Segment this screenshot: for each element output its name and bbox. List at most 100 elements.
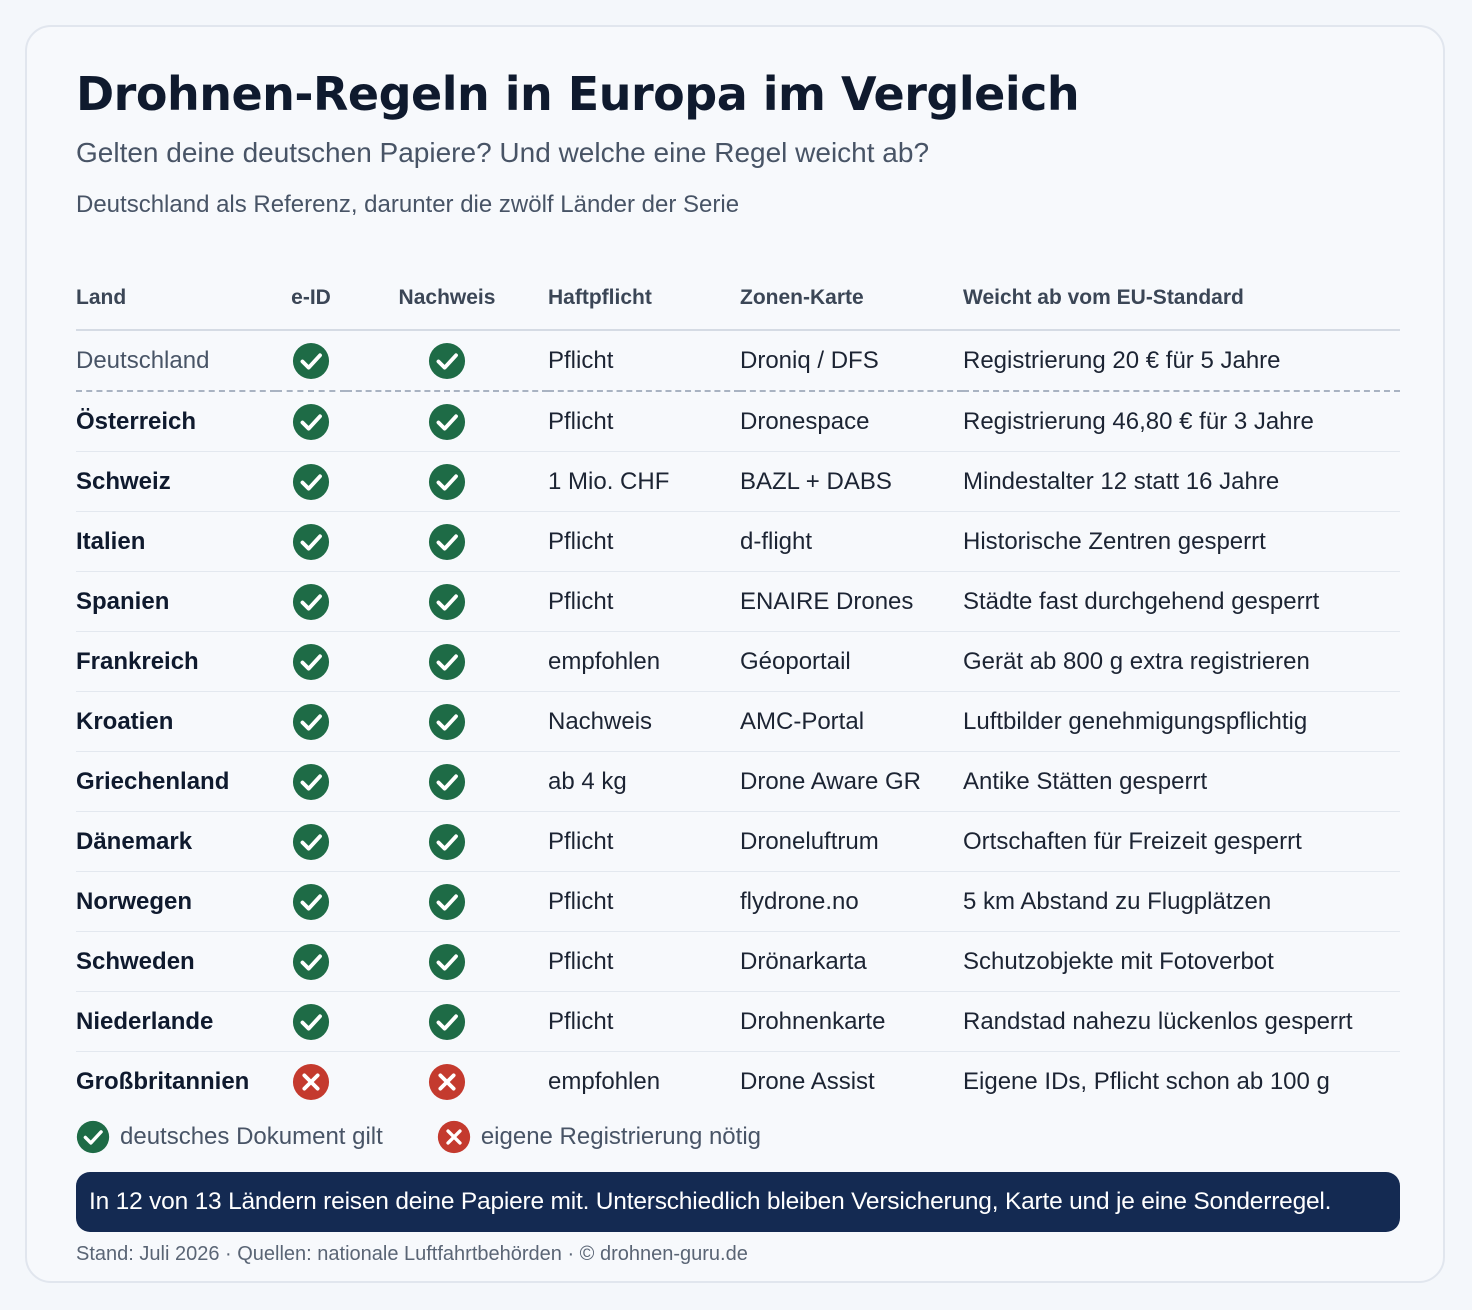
cell-eid — [276, 751, 346, 812]
cell-nachweis — [346, 871, 548, 932]
column-header-haftpflicht: Haftpflicht — [548, 273, 740, 331]
cell-nachweis — [346, 571, 548, 632]
cell-country: Dänemark — [76, 811, 276, 872]
cell-country: Österreich — [76, 391, 276, 452]
check-circle-icon — [428, 523, 466, 561]
cell-abweichung: Gerät ab 800 g extra registrieren — [963, 631, 1400, 692]
check-circle-icon — [428, 943, 466, 981]
cell-haftpflicht: Pflicht — [548, 391, 740, 452]
cell-eid — [276, 511, 346, 572]
cell-haftpflicht: Nachweis — [548, 691, 740, 752]
cell-zonen-karte: ENAIRE Drones — [740, 571, 963, 632]
column-header-land: Land — [76, 273, 276, 331]
table-body: Deutschland Pflicht Droniq / DFS Registrier… — [76, 330, 1400, 1111]
cell-zonen-karte: Drohnenkarte — [740, 991, 963, 1052]
cell-eid — [276, 451, 346, 512]
check-circle-icon — [292, 1003, 330, 1041]
cell-abweichung: Mindestalter 12 statt 16 Jahre — [963, 451, 1400, 512]
cell-nachweis — [346, 451, 548, 512]
cell-country: Spanien — [76, 571, 276, 632]
cell-eid — [276, 871, 346, 932]
table-row: Schweden Pflicht Drönarkarta Schutzobjekte … — [76, 931, 1400, 992]
cell-zonen-karte: flydrone.no — [740, 871, 963, 932]
cell-haftpflicht: Pflicht — [548, 811, 740, 872]
cell-haftpflicht: Pflicht — [548, 991, 740, 1052]
cell-zonen-karte: AMC-Portal — [740, 691, 963, 752]
legend-item-invalid: eigene Registrierung nötig — [437, 1120, 761, 1154]
cell-zonen-karte: Géoportail — [740, 631, 963, 692]
legend: deutsches Dokument gilt eigene Registrie… — [76, 1120, 815, 1154]
cell-haftpflicht: ab 4 kg — [548, 751, 740, 812]
cell-country: Schweden — [76, 931, 276, 992]
legend-label-valid: deutsches Dokument gilt — [120, 1123, 383, 1150]
cell-eid — [276, 1052, 346, 1112]
cell-eid — [276, 811, 346, 872]
cell-nachweis — [346, 391, 548, 452]
cell-nachweis — [346, 691, 548, 752]
table-row: Italien Pflicht d-flight Historische Zentre… — [76, 511, 1400, 572]
cell-abweichung: Registrierung 20 € für 5 Jahre — [963, 330, 1400, 392]
table-row: Kroatien Nachweis AMC-Portal Luftbilder gen… — [76, 691, 1400, 752]
cell-nachweis — [346, 330, 548, 392]
table-row: Österreich Pflicht Dronespace Registrierung… — [76, 391, 1400, 452]
cell-abweichung: Städte fast durchgehend gesperrt — [963, 571, 1400, 632]
cell-eid — [276, 330, 346, 392]
cell-abweichung: Luftbilder genehmigungspflichtig — [963, 691, 1400, 752]
check-circle-icon — [292, 823, 330, 861]
table-row: Dänemark Pflicht Droneluftrum Ortschaften f… — [76, 811, 1400, 872]
source-footer: Stand: Juli 2026 · Quellen: nationale Lu… — [76, 1243, 748, 1265]
check-circle-icon — [292, 763, 330, 801]
cell-abweichung: Schutzobjekte mit Fotoverbot — [963, 931, 1400, 992]
table-row: Großbritannien empfohlen Drone Assist Eigen… — [76, 1052, 1400, 1112]
cell-eid — [276, 691, 346, 752]
cross-circle-icon — [428, 1063, 466, 1101]
page-subtitle: Gelten deine deutschen Papiere? Und welc… — [76, 137, 930, 168]
cell-abweichung: Historische Zentren gesperrt — [963, 511, 1400, 572]
check-circle-icon — [428, 403, 466, 441]
cross-circle-icon — [292, 1063, 330, 1101]
cell-nachweis — [346, 511, 548, 572]
check-circle-icon — [292, 643, 330, 681]
cell-eid — [276, 991, 346, 1052]
cell-abweichung: Eigene IDs, Pflicht schon ab 100 g — [963, 1067, 1330, 1095]
check-circle-icon — [428, 463, 466, 501]
cell-haftpflicht: Pflicht — [548, 871, 740, 932]
cell-nachweis — [346, 751, 548, 812]
cell-eid — [276, 571, 346, 632]
check-circle-icon — [292, 703, 330, 741]
cell-country: Großbritannien — [76, 1067, 250, 1095]
cell-haftpflicht: empfohlen — [548, 1067, 661, 1095]
summary-banner: In 12 von 13 Ländern reisen deine Papier… — [76, 1172, 1400, 1232]
check-circle-icon — [428, 823, 466, 861]
cell-eid — [276, 931, 346, 992]
check-circle-icon — [292, 403, 330, 441]
table-row-reference: Deutschland Pflicht Droniq / DFS Registrier… — [76, 330, 1400, 392]
cell-abweichung: 5 km Abstand zu Flugplätzen — [963, 871, 1400, 932]
check-circle-icon — [292, 463, 330, 501]
cell-haftpflicht: Pflicht — [548, 571, 740, 632]
table-row: Niederlande Pflicht Drohnenkarte Randstad n… — [76, 991, 1400, 1052]
cell-country: Niederlande — [76, 991, 276, 1052]
cell-abweichung: Registrierung 46,80 € für 3 Jahre — [963, 391, 1400, 452]
cell-nachweis — [346, 931, 548, 992]
cross-circle-icon — [437, 1120, 471, 1154]
cell-haftpflicht: Pflicht — [548, 511, 740, 572]
reference-note: Deutschland als Referenz, darunter die z… — [76, 191, 740, 218]
cell-haftpflicht: Pflicht — [548, 931, 740, 992]
check-circle-icon — [292, 583, 330, 621]
check-circle-icon — [428, 643, 466, 681]
cell-nachweis — [346, 1052, 548, 1112]
check-circle-icon — [428, 583, 466, 621]
table-row: Norwegen Pflicht flydrone.no 5 km Abstand z… — [76, 871, 1400, 932]
table-row: Frankreich empfohlen Géoportail Gerät ab 80… — [76, 631, 1400, 692]
check-circle-icon — [76, 1120, 110, 1154]
cell-nachweis — [346, 991, 548, 1052]
cell-haftpflicht: empfohlen — [548, 631, 740, 692]
legend-item-valid: deutsches Dokument gilt — [76, 1120, 383, 1154]
table-row: Griechenland ab 4 kg Drone Aware GR Antike … — [76, 751, 1400, 812]
cell-eid — [276, 391, 346, 452]
cell-country: Italien — [76, 511, 276, 572]
cell-abweichung: Antike Stätten gesperrt — [963, 751, 1400, 812]
cell-zonen-karte: d-flight — [740, 511, 963, 572]
column-header-zonen-karte: Zonen-Karte — [740, 273, 963, 331]
